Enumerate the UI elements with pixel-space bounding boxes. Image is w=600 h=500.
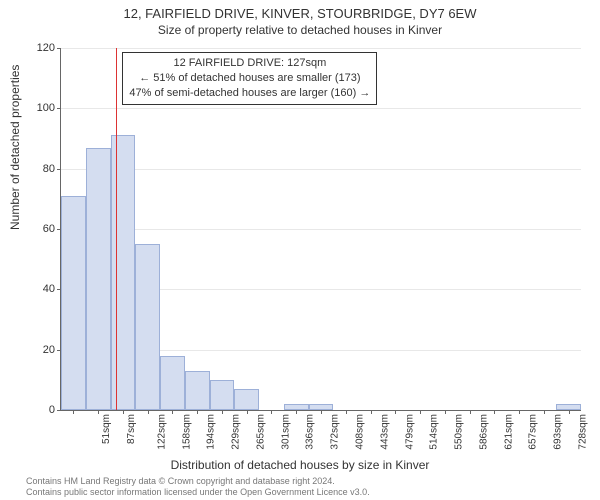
x-tick-label: 728sqm bbox=[577, 414, 588, 450]
bar bbox=[160, 356, 185, 410]
bar bbox=[185, 371, 210, 410]
x-tick-mark bbox=[519, 410, 520, 414]
x-tick-label: 621sqm bbox=[503, 414, 514, 450]
x-tick-label: 158sqm bbox=[181, 414, 192, 450]
y-tick-label: 60 bbox=[43, 223, 55, 235]
y-tick-mark bbox=[57, 169, 61, 170]
y-tick-label: 100 bbox=[37, 102, 55, 114]
x-tick-label: 693sqm bbox=[553, 414, 564, 450]
chart-container: 12, FAIRFIELD DRIVE, KINVER, STOURBRIDGE… bbox=[0, 0, 600, 500]
bar bbox=[210, 380, 235, 410]
x-tick-mark bbox=[247, 410, 248, 414]
annotation-box: 12 FAIRFIELD DRIVE: 127sqm← 51% of detac… bbox=[122, 52, 377, 105]
grid-line bbox=[61, 229, 581, 230]
annotation-line-2: ← 51% of detached houses are smaller (17… bbox=[129, 71, 370, 86]
y-tick-label: 40 bbox=[43, 283, 55, 295]
x-tick-mark bbox=[445, 410, 446, 414]
x-tick-label: 122sqm bbox=[156, 414, 167, 450]
bar bbox=[135, 244, 160, 410]
x-tick-mark bbox=[346, 410, 347, 414]
plot-area: 02040608010012051sqm87sqm122sqm158sqm194… bbox=[60, 48, 581, 411]
x-tick-mark bbox=[98, 410, 99, 414]
x-tick-mark bbox=[420, 410, 421, 414]
x-tick-mark bbox=[321, 410, 322, 414]
y-tick-mark bbox=[57, 48, 61, 49]
x-tick-mark bbox=[271, 410, 272, 414]
grid-line bbox=[61, 108, 581, 109]
bar bbox=[61, 196, 86, 410]
annotation-line-1: 12 FAIRFIELD DRIVE: 127sqm bbox=[129, 56, 370, 71]
x-tick-mark bbox=[470, 410, 471, 414]
bar bbox=[86, 148, 111, 410]
x-tick-label: 479sqm bbox=[404, 414, 415, 450]
x-tick-label: 51sqm bbox=[101, 414, 112, 444]
footer-line-2: Contains public sector information licen… bbox=[26, 487, 370, 498]
y-tick-label: 0 bbox=[49, 404, 55, 416]
y-tick-mark bbox=[57, 108, 61, 109]
chart-title-sub: Size of property relative to detached ho… bbox=[0, 21, 600, 37]
bar bbox=[234, 389, 259, 410]
x-tick-label: 301sqm bbox=[280, 414, 291, 450]
x-tick-label: 372sqm bbox=[330, 414, 341, 450]
y-tick-label: 20 bbox=[43, 344, 55, 356]
highlight-line bbox=[116, 48, 117, 410]
y-tick-label: 80 bbox=[43, 163, 55, 175]
x-tick-label: 265sqm bbox=[256, 414, 267, 450]
x-tick-mark bbox=[371, 410, 372, 414]
x-tick-mark bbox=[544, 410, 545, 414]
x-tick-label: 87sqm bbox=[126, 414, 137, 444]
x-tick-mark bbox=[569, 410, 570, 414]
chart-footer: Contains HM Land Registry data © Crown c… bbox=[26, 476, 370, 498]
x-tick-label: 586sqm bbox=[478, 414, 489, 450]
x-tick-mark bbox=[494, 410, 495, 414]
x-tick-mark bbox=[222, 410, 223, 414]
x-tick-label: 408sqm bbox=[355, 414, 366, 450]
y-tick-mark bbox=[57, 410, 61, 411]
x-tick-label: 194sqm bbox=[206, 414, 217, 450]
x-tick-label: 514sqm bbox=[429, 414, 440, 450]
x-tick-mark bbox=[296, 410, 297, 414]
footer-line-1: Contains HM Land Registry data © Crown c… bbox=[26, 476, 370, 487]
y-tick-label: 120 bbox=[37, 42, 55, 54]
y-axis-label: Number of detached properties bbox=[8, 65, 22, 230]
x-tick-mark bbox=[395, 410, 396, 414]
x-tick-mark bbox=[148, 410, 149, 414]
x-axis-label: Distribution of detached houses by size … bbox=[0, 458, 600, 472]
x-tick-label: 443sqm bbox=[379, 414, 390, 450]
bar bbox=[111, 135, 136, 410]
x-tick-label: 657sqm bbox=[528, 414, 539, 450]
grid-line bbox=[61, 169, 581, 170]
grid-line bbox=[61, 48, 581, 49]
x-tick-mark bbox=[123, 410, 124, 414]
x-tick-mark bbox=[172, 410, 173, 414]
chart-title-main: 12, FAIRFIELD DRIVE, KINVER, STOURBRIDGE… bbox=[0, 0, 600, 21]
x-tick-label: 550sqm bbox=[454, 414, 465, 450]
x-tick-label: 229sqm bbox=[231, 414, 242, 450]
annotation-line-3: 47% of semi-detached houses are larger (… bbox=[129, 86, 370, 101]
x-tick-mark bbox=[197, 410, 198, 414]
x-tick-mark bbox=[73, 410, 74, 414]
x-tick-label: 336sqm bbox=[305, 414, 316, 450]
